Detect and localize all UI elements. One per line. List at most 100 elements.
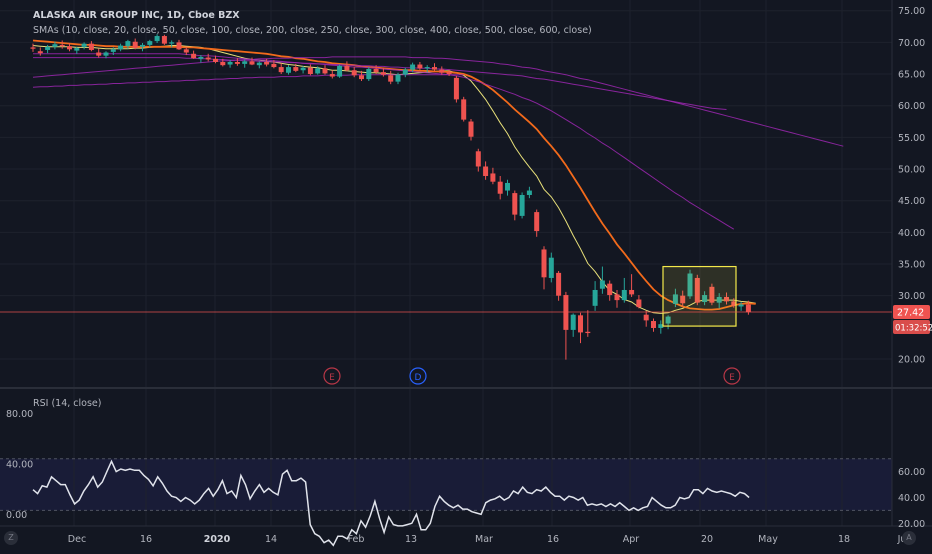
rsi-left-tick-label: 40.00 [6,460,33,471]
candle-body [264,61,270,65]
price-tick-label: 65.00 [898,70,925,81]
time-tick-label: May [758,534,778,545]
rsi-left-tick-label: 80.00 [6,409,33,420]
candle-body [585,331,591,334]
candle-body [322,68,328,74]
candle-body [344,65,350,71]
candle-body [534,212,540,232]
candle-body [154,36,160,42]
event-marker-label: E [729,373,735,383]
rsi-right-tick-label: 20.00 [898,519,925,530]
sma-line-2 [32,39,756,311]
chart-title: ALASKA AIR GROUP INC, 1D, Cboe BZX [33,10,240,21]
rsi-left-tick-label: 0.00 [6,510,27,521]
highlight-box [662,265,737,327]
candle-body [395,74,401,82]
rsi-right-tick-label: 40.00 [898,493,925,504]
price-tick-label: 60.00 [898,101,925,112]
candle-body [169,42,175,44]
candle-body [52,44,58,47]
candle-body [351,70,357,76]
candle-body [220,61,226,66]
candle-body [293,67,299,71]
event-marker-label: D [415,373,422,383]
candle-body [629,289,635,295]
candle-body [680,295,686,304]
auto-scale-button[interactable]: A [902,531,916,545]
candle-body [702,295,708,303]
candle-body [37,51,43,54]
candle-body [183,49,189,53]
candle-body [643,314,649,321]
candle-body [541,249,547,278]
countdown-badge [893,320,930,335]
candle-body [359,75,364,80]
candle-body [300,67,306,71]
timezone-button[interactable]: Z [4,531,18,545]
candle-body [271,63,277,68]
time-tick-label: Mar [475,534,493,545]
candle-body [548,257,554,278]
candle-body [672,294,678,304]
candle-body [161,36,167,44]
candle-body [329,74,335,77]
candle-body [424,67,430,69]
candle-body [67,46,72,50]
candle-body [205,57,211,60]
candle-body [286,67,291,73]
price-tick-label: 30.00 [898,291,925,302]
candle-body [132,41,138,49]
candle-body [578,315,583,333]
sma-line-6 [32,74,464,88]
candle-body [176,42,182,50]
event-marker-1 [409,367,427,385]
rsi-band-fill [0,458,892,511]
candle-body [278,67,284,73]
event-marker-2 [723,367,741,385]
event-marker-label: E [329,373,335,383]
time-tick-label: 18 [838,534,850,545]
candle-body [45,46,51,50]
rsi-right-tick-label: 60.00 [898,467,925,478]
candle-body [74,48,80,51]
price-tick-label: 50.00 [898,165,925,176]
price-tick-label: 45.00 [898,196,925,207]
candle-body [81,43,87,47]
candle-body [490,173,496,182]
candle-body [651,321,656,328]
rsi-indicator-legend[interactable]: RSI (14, close) [33,398,102,409]
sma-indicator-legend[interactable]: SMAs (10, close, 20, close, 50, close, 1… [33,25,592,36]
candle-body [410,64,416,70]
candle-body [242,61,248,64]
candle-body [709,286,715,303]
candle-body [380,72,386,75]
candle-body [665,316,671,324]
candle-body [227,61,233,65]
price-tick-label: 55.00 [898,133,925,144]
rsi-line [32,459,750,547]
candle-body [256,62,262,66]
candle-body [687,273,693,297]
candle-body [307,67,313,75]
candle-body [599,280,605,289]
sma-line-5 [33,57,727,110]
candle-body [461,99,467,120]
candle-body [402,69,408,75]
price-tick-label: 40.00 [898,228,925,239]
candle-body [446,72,452,75]
candle-body [432,67,437,70]
time-tick-label: Apr [623,534,640,545]
candle-body [512,193,518,215]
price-tick-label: 35.00 [898,260,925,271]
candle-body [483,166,489,176]
candle-body [621,289,627,301]
time-tick-label: 20 [701,534,713,545]
time-tick-label: 16 [547,534,559,545]
candle-body [110,49,116,52]
candle-body [30,47,36,49]
candle-body [724,296,729,302]
price-tick-label: 75.00 [898,6,925,17]
candle-body [658,324,664,328]
